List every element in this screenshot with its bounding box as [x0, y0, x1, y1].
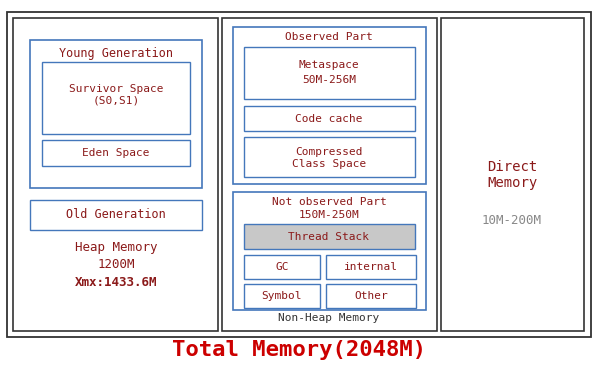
Bar — [244, 224, 415, 249]
Text: Survivor Space
(S0,S1): Survivor Space (S0,S1) — [69, 84, 163, 106]
Bar — [326, 284, 416, 308]
Bar — [244, 106, 415, 131]
Bar — [244, 255, 320, 279]
Bar — [441, 18, 584, 331]
Bar — [233, 192, 426, 310]
Text: Old Generation: Old Generation — [66, 209, 166, 222]
Text: Observed Part: Observed Part — [285, 32, 373, 42]
Text: Compressed
Class Space: Compressed Class Space — [292, 147, 366, 169]
Bar — [233, 27, 426, 184]
Bar — [244, 137, 415, 177]
Bar — [42, 140, 190, 166]
Text: Symbol: Symbol — [262, 291, 302, 301]
Text: Code cache: Code cache — [295, 114, 363, 124]
Bar — [7, 12, 591, 337]
Text: GC: GC — [275, 262, 289, 272]
Bar — [222, 18, 437, 331]
Text: Metaspace: Metaspace — [298, 60, 359, 70]
Text: Heap Memory: Heap Memory — [75, 241, 157, 254]
Bar — [244, 284, 320, 308]
Bar — [244, 47, 415, 99]
Bar — [13, 18, 218, 331]
Bar — [30, 200, 202, 230]
Text: Thread Stack: Thread Stack — [288, 232, 370, 242]
Bar — [30, 40, 202, 188]
Text: 150M-250M: 150M-250M — [298, 210, 359, 220]
Text: Young Generation: Young Generation — [59, 47, 173, 60]
Text: Total Memory(2048M): Total Memory(2048M) — [172, 340, 426, 360]
Text: Non-Heap Memory: Non-Heap Memory — [279, 313, 380, 323]
Bar — [326, 255, 416, 279]
Text: 10M-200M: 10M-200M — [482, 213, 542, 226]
Text: Eden Space: Eden Space — [83, 148, 150, 158]
Text: 1200M: 1200M — [97, 258, 135, 272]
Text: Other: Other — [354, 291, 388, 301]
Text: 50M-256M: 50M-256M — [302, 75, 356, 85]
Text: Direct
Memory: Direct Memory — [487, 160, 537, 190]
Text: internal: internal — [344, 262, 398, 272]
Bar — [42, 62, 190, 134]
Text: Not observed Part: Not observed Part — [271, 197, 386, 207]
Text: Xmx:1433.6M: Xmx:1433.6M — [75, 276, 157, 289]
